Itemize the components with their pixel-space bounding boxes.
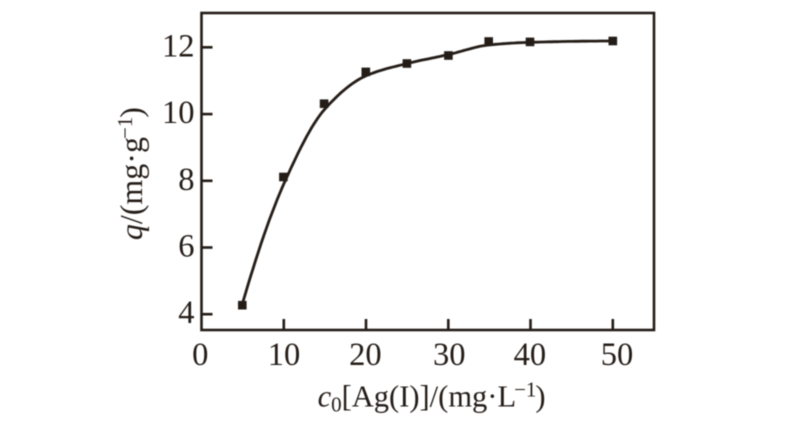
svg-text:30: 30 bbox=[433, 337, 466, 373]
svg-text:0: 0 bbox=[192, 337, 208, 373]
svg-text:6: 6 bbox=[178, 229, 194, 265]
svg-text:20: 20 bbox=[349, 337, 382, 373]
svg-text:c0[Ag(I)]/(mg·L−1): c0[Ag(I)]/(mg·L−1) bbox=[318, 378, 546, 417]
svg-text:10: 10 bbox=[268, 337, 301, 373]
svg-text:40: 40 bbox=[514, 337, 547, 373]
svg-text:12: 12 bbox=[162, 28, 195, 64]
svg-text:8: 8 bbox=[178, 162, 194, 198]
svg-text:4: 4 bbox=[178, 295, 194, 331]
svg-text:q/(mg·g−1): q/(mg·g−1) bbox=[113, 107, 149, 240]
svg-text:50: 50 bbox=[601, 337, 634, 373]
svg-text:10: 10 bbox=[162, 95, 195, 131]
